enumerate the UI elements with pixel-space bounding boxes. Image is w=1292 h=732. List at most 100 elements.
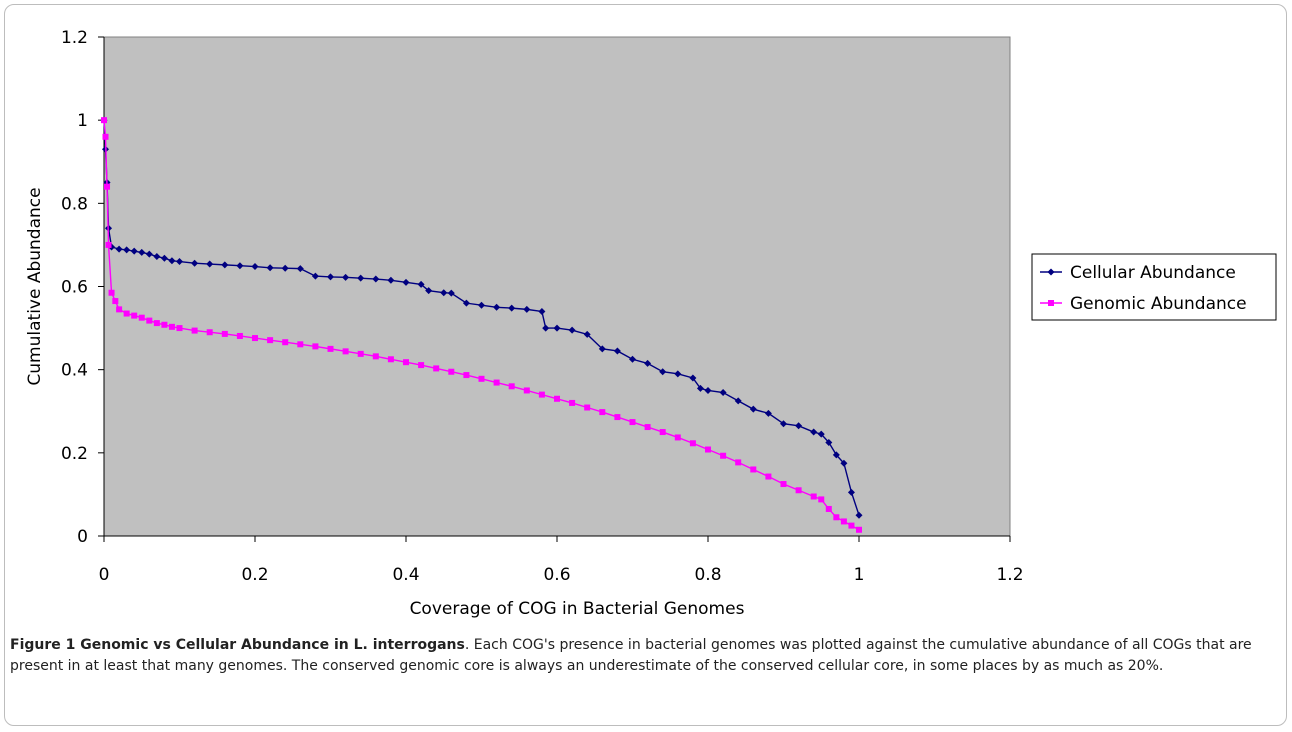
data-point <box>795 487 802 494</box>
data-point <box>221 330 228 337</box>
data-point <box>417 280 425 288</box>
y-tick-label: 0 <box>77 527 88 547</box>
data-point <box>357 350 364 357</box>
data-point <box>131 312 138 319</box>
caption-label: Figure 1 Genomic vs Cellular Abundance i… <box>10 637 465 653</box>
x-tick-label: 0.6 <box>543 565 570 585</box>
data-point <box>327 345 334 352</box>
data-point <box>478 375 485 382</box>
data-point <box>440 289 448 297</box>
x-tick-label: 0.4 <box>392 565 419 585</box>
y-tick-label: 0.6 <box>61 278 88 298</box>
x-tick-label: 0.2 <box>241 565 268 585</box>
y-tick-label: 0.2 <box>61 444 88 464</box>
data-point <box>689 374 697 382</box>
data-point <box>130 247 138 255</box>
data-point <box>493 379 500 386</box>
x-tick-label: 1 <box>854 565 865 585</box>
data-point <box>818 496 825 503</box>
data-point <box>508 383 515 390</box>
data-point <box>659 368 667 376</box>
x-axis: 0 0.2 0.4 0.6 0.8 1 1.2 <box>99 535 1024 585</box>
data-point <box>554 395 560 402</box>
data-point <box>342 273 350 281</box>
data-point <box>720 452 727 459</box>
legend-box <box>1031 253 1277 321</box>
data-point <box>584 404 591 411</box>
data-point <box>281 264 289 272</box>
data-point <box>719 389 727 397</box>
data-point <box>146 317 153 324</box>
data-point <box>168 257 176 265</box>
data-point <box>447 289 455 297</box>
data-point <box>750 466 757 473</box>
figure-caption: Figure 1 Genomic vs Cellular Abundance i… <box>10 635 1275 677</box>
data-point <box>848 522 855 529</box>
data-point <box>568 326 576 334</box>
x-tick-label: 1.2 <box>996 565 1023 585</box>
x-axis-title: Coverage of COG in Bacterial Genomes <box>410 599 745 619</box>
data-point <box>425 287 433 295</box>
data-point <box>327 273 334 281</box>
data-point <box>252 335 258 342</box>
data-point <box>297 341 304 348</box>
data-point <box>463 372 470 379</box>
data-point <box>266 264 274 272</box>
data-point <box>569 399 576 406</box>
data-point <box>644 359 652 367</box>
data-point <box>206 260 214 268</box>
caption-text: . Each COG's presence in bacterial genom… <box>10 637 1252 674</box>
data-point <box>613 347 621 355</box>
data-point <box>583 330 591 338</box>
data-point <box>161 321 168 328</box>
data-point <box>191 327 198 334</box>
data-point <box>765 473 772 480</box>
data-point <box>825 438 833 446</box>
data-point <box>104 183 111 190</box>
data-point <box>160 254 168 262</box>
legend-item: Cellular Abundance <box>1040 263 1236 283</box>
data-point <box>221 261 229 269</box>
data-point <box>810 493 817 500</box>
x-tick-label: 0 <box>99 565 110 585</box>
data-point <box>311 272 319 280</box>
data-point <box>493 303 501 311</box>
data-point <box>153 320 160 327</box>
data-point <box>101 117 107 124</box>
data-point <box>282 339 289 346</box>
data-point <box>734 397 742 405</box>
y-tick-label: 0.8 <box>61 194 88 214</box>
data-point <box>267 337 274 344</box>
data-point <box>236 262 244 270</box>
data-point <box>153 253 161 261</box>
data-point <box>644 424 651 431</box>
data-point <box>674 434 681 441</box>
data-point <box>418 362 425 369</box>
data-point <box>629 355 636 363</box>
data-point <box>855 511 863 519</box>
data-point <box>696 384 704 392</box>
data-point <box>764 409 772 417</box>
data-point <box>138 248 146 256</box>
data-point <box>387 276 395 284</box>
data-point <box>689 440 696 447</box>
data-point <box>542 324 550 332</box>
data-point <box>749 405 757 413</box>
data-point <box>847 488 855 496</box>
data-point <box>387 356 394 363</box>
data-point <box>403 359 409 366</box>
data-point <box>123 246 131 254</box>
data-point <box>840 518 847 525</box>
data-point <box>138 314 145 321</box>
data-point <box>833 514 840 521</box>
data-point <box>312 343 319 350</box>
data-point <box>538 307 546 315</box>
data-point <box>840 459 848 467</box>
data-point <box>523 305 531 313</box>
data-point <box>1047 268 1055 276</box>
data-point <box>598 345 606 353</box>
data-point <box>112 298 119 305</box>
data-point <box>508 304 516 312</box>
data-point <box>614 414 621 421</box>
data-point <box>674 370 682 378</box>
